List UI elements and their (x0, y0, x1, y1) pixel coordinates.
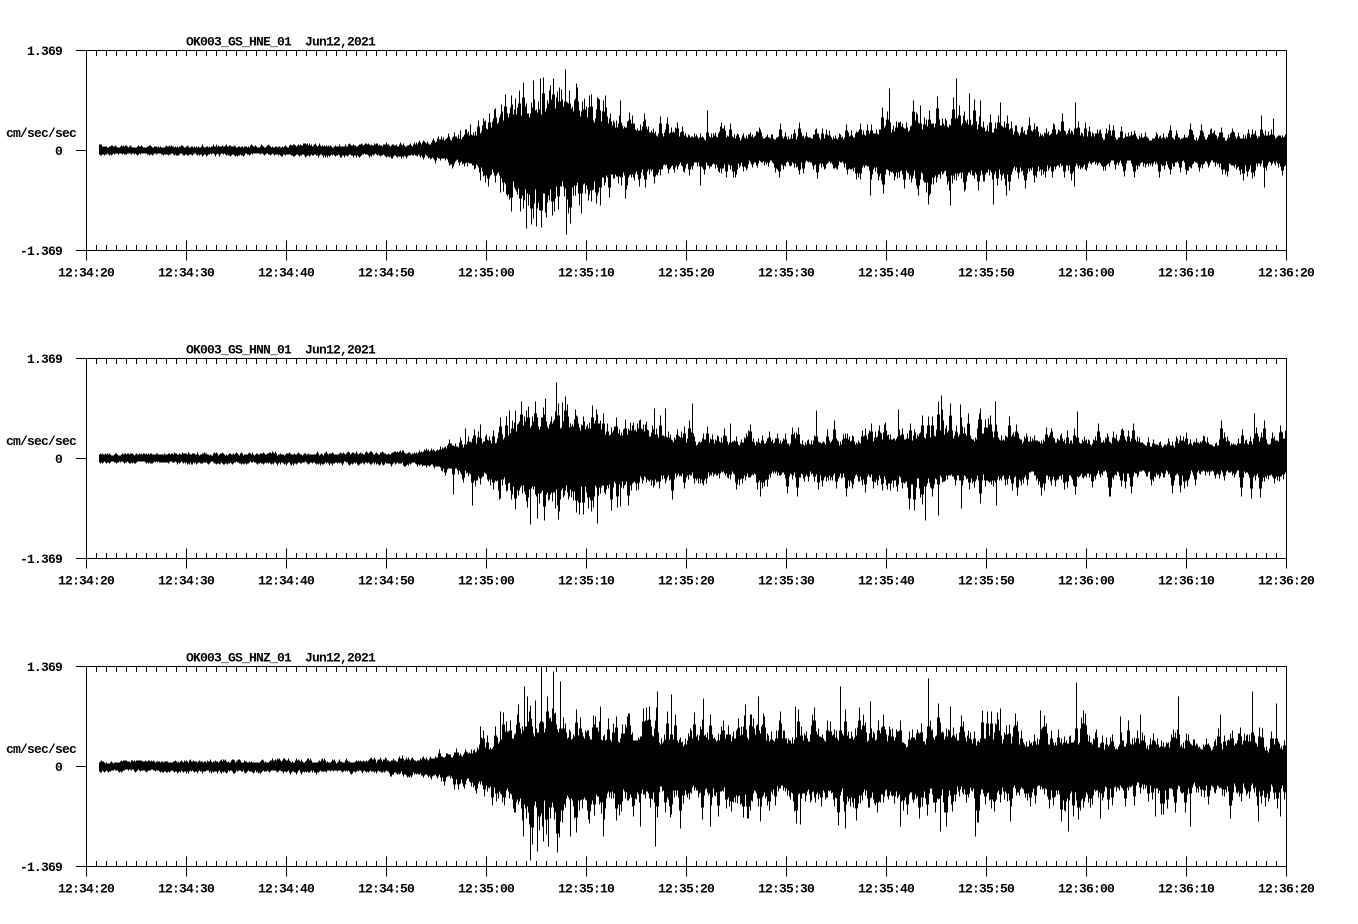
svg-text:12:36:00: 12:36:00 (1058, 882, 1115, 897)
svg-text:12:35:00: 12:35:00 (458, 266, 515, 281)
svg-text:1.369: 1.369 (27, 352, 63, 367)
svg-text:12:34:20: 12:34:20 (58, 574, 115, 589)
svg-text:12:34:40: 12:34:40 (258, 882, 315, 897)
svg-text:12:34:30: 12:34:30 (158, 266, 215, 281)
svg-text:12:34:50: 12:34:50 (358, 882, 415, 897)
svg-text:12:35:00: 12:35:00 (458, 574, 515, 589)
svg-text:12:36:00: 12:36:00 (1058, 266, 1115, 281)
svg-text:12:34:20: 12:34:20 (58, 882, 115, 897)
svg-text:12:35:40: 12:35:40 (858, 574, 915, 589)
svg-text:12:35:20: 12:35:20 (658, 574, 715, 589)
svg-text:12:35:50: 12:35:50 (958, 574, 1015, 589)
svg-text:12:36:20: 12:36:20 (1258, 574, 1315, 589)
svg-text:12:34:30: 12:34:30 (158, 882, 215, 897)
svg-text:cm/sec/sec: cm/sec/sec (6, 126, 77, 141)
svg-text:1.369: 1.369 (27, 44, 63, 59)
svg-text:12:35:40: 12:35:40 (858, 882, 915, 897)
svg-text:OK003_GS_HNN_01 Jun12,2021: OK003_GS_HNN_01 Jun12,2021 (186, 343, 376, 358)
svg-text:-1.369: -1.369 (20, 860, 63, 875)
svg-text:12:35:20: 12:35:20 (658, 266, 715, 281)
svg-text:12:35:40: 12:35:40 (858, 266, 915, 281)
svg-text:0: 0 (55, 452, 63, 467)
svg-text:12:35:10: 12:35:10 (558, 574, 615, 589)
svg-text:-1.369: -1.369 (20, 552, 63, 567)
svg-text:12:36:00: 12:36:00 (1058, 574, 1115, 589)
svg-text:12:34:50: 12:34:50 (358, 574, 415, 589)
svg-text:12:34:20: 12:34:20 (58, 266, 115, 281)
svg-text:12:34:40: 12:34:40 (258, 266, 315, 281)
svg-text:12:36:10: 12:36:10 (1158, 574, 1215, 589)
svg-text:cm/sec/sec: cm/sec/sec (6, 742, 77, 757)
svg-text:12:35:30: 12:35:30 (758, 266, 815, 281)
svg-text:OK003_GS_HNZ_01 Jun12,2021: OK003_GS_HNZ_01 Jun12,2021 (186, 651, 376, 666)
svg-text:12:35:20: 12:35:20 (658, 882, 715, 897)
svg-text:0: 0 (55, 760, 63, 775)
svg-text:OK003_GS_HNE_01 Jun12,2021: OK003_GS_HNE_01 Jun12,2021 (186, 35, 376, 50)
svg-text:12:36:20: 12:36:20 (1258, 882, 1315, 897)
svg-text:0: 0 (55, 144, 63, 159)
svg-text:12:35:50: 12:35:50 (958, 266, 1015, 281)
svg-text:1.369: 1.369 (27, 660, 63, 675)
svg-text:12:35:00: 12:35:00 (458, 882, 515, 897)
svg-text:12:35:30: 12:35:30 (758, 574, 815, 589)
svg-text:12:36:20: 12:36:20 (1258, 266, 1315, 281)
svg-text:12:34:40: 12:34:40 (258, 574, 315, 589)
svg-text:12:34:50: 12:34:50 (358, 266, 415, 281)
svg-text:12:35:10: 12:35:10 (558, 266, 615, 281)
svg-text:12:35:30: 12:35:30 (758, 882, 815, 897)
svg-text:12:34:30: 12:34:30 (158, 574, 215, 589)
svg-text:-1.369: -1.369 (20, 244, 63, 259)
svg-text:12:35:10: 12:35:10 (558, 882, 615, 897)
svg-text:12:36:10: 12:36:10 (1158, 882, 1215, 897)
svg-text:12:35:50: 12:35:50 (958, 882, 1015, 897)
svg-text:12:36:10: 12:36:10 (1158, 266, 1215, 281)
svg-text:cm/sec/sec: cm/sec/sec (6, 434, 77, 449)
